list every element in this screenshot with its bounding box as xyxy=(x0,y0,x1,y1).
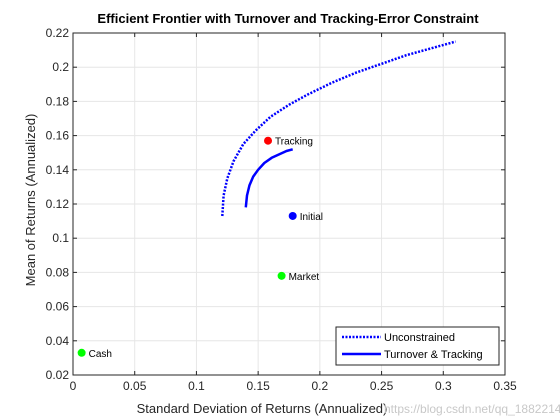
x-axis-label: Standard Deviation of Returns (Annualize… xyxy=(137,401,388,416)
y-tick-label: 0.2 xyxy=(52,60,69,74)
x-tick-label: 0.05 xyxy=(123,379,147,393)
point-label-market: Market xyxy=(289,272,320,283)
point-cash xyxy=(77,348,86,357)
point-initial xyxy=(288,211,297,220)
y-tick-label: 0.22 xyxy=(46,26,70,40)
x-tick-label: 0.2 xyxy=(312,379,329,393)
legend-label-turnover-tracking: Turnover & Tracking xyxy=(384,349,483,361)
watermark: https://blog.csdn.net/qq_18822147 xyxy=(384,402,560,416)
y-tick-label: 0.06 xyxy=(46,300,70,314)
series-line-turnover-tracking xyxy=(244,148,294,208)
point-tracking xyxy=(264,136,273,145)
series-line-unconstrained xyxy=(221,40,456,217)
x-tick-label: 0.25 xyxy=(370,379,394,393)
grid xyxy=(72,32,506,376)
x-tick-label: 0.15 xyxy=(246,379,270,393)
axis-ticks: 0 0.05 0.1 0.15 0.2 0.25 0.3 0.35 0.02 0.04 0.06 0.… xyxy=(46,26,517,393)
y-tick-label: 0.14 xyxy=(46,163,70,177)
point-market xyxy=(277,271,286,280)
series-layer xyxy=(221,40,456,217)
x-tick-label: 0.1 xyxy=(188,379,205,393)
legend: Unconstrained Turnover & Tracking xyxy=(335,326,500,366)
y-tick-label: 0.08 xyxy=(46,265,70,279)
y-tick-label: 0.18 xyxy=(46,94,70,108)
x-tick-label: 0.35 xyxy=(493,379,517,393)
point-label-initial: Initial xyxy=(300,212,323,223)
x-tick-label: 0.3 xyxy=(435,379,452,393)
point-label-cash: Cash xyxy=(89,349,112,360)
y-axis-label: Mean of Returns (Annualized) xyxy=(23,114,38,287)
legend-box xyxy=(335,326,500,366)
y-tick-label: 0.02 xyxy=(46,368,70,382)
y-tick-label: 0.12 xyxy=(46,197,70,211)
point-label-tracking: Tracking xyxy=(275,137,313,148)
legend-label-unconstrained: Unconstrained xyxy=(384,332,455,344)
chart-title: Efficient Frontier with Turnover and Tra… xyxy=(97,11,479,26)
y-tick-label: 0.1 xyxy=(52,231,69,245)
y-tick-label: 0.04 xyxy=(46,334,70,348)
x-tick-label: 0 xyxy=(70,379,77,393)
y-tick-label: 0.16 xyxy=(46,129,70,143)
points-layer: Tracking Initial Market Cash xyxy=(77,136,323,360)
